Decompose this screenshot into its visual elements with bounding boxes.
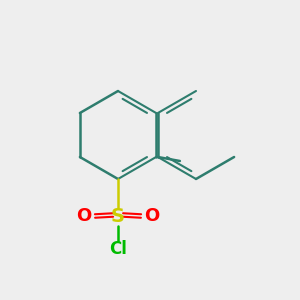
Text: Cl: Cl [109,240,127,258]
Text: O: O [144,207,160,225]
Text: O: O [76,207,92,225]
Text: S: S [111,208,125,226]
